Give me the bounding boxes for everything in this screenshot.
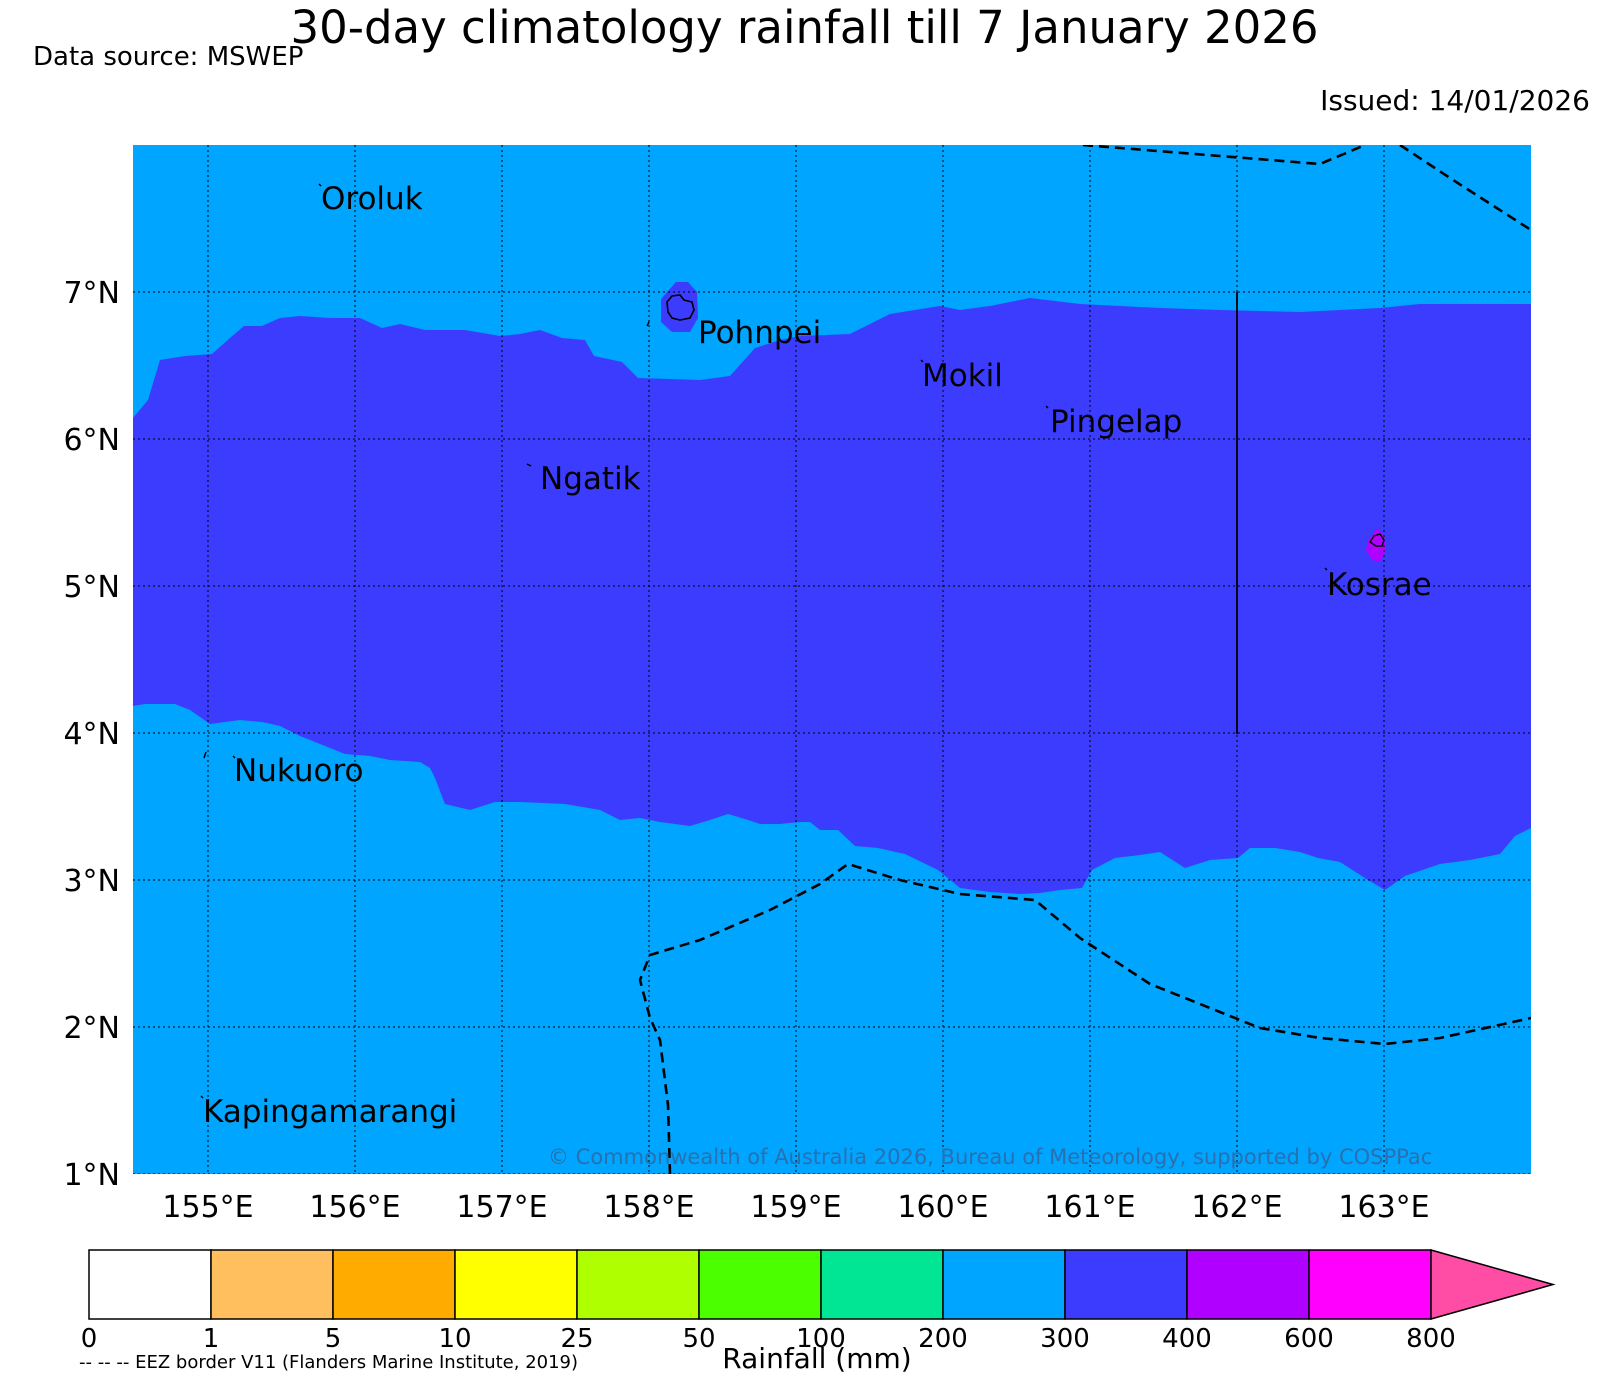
place-label-mokil: Mokil — [922, 358, 1003, 394]
colorbar-swatch — [1186, 1249, 1310, 1320]
lat-tick-label: 2°N — [63, 1011, 120, 1046]
lon-tick-label: 163°E — [1338, 1190, 1429, 1225]
lon-tick-label: 157°E — [456, 1190, 547, 1225]
lat-tick-label: 4°N — [63, 717, 120, 752]
longitude-axis: 155°E 156°E 157°E 158°E 159°E 160°E 161°… — [162, 1190, 1429, 1225]
place-label-ngatik: Ngatik — [540, 461, 641, 497]
lat-tick-label: 6°N — [63, 423, 120, 458]
issued-date: Issued: 14/01/2026 — [1320, 84, 1590, 117]
colorbar-swatch — [1064, 1249, 1188, 1320]
data-source-label: Data source: MSWEP — [33, 42, 304, 72]
place-label-oroluk: Oroluk — [321, 181, 423, 217]
lon-tick-label: 162°E — [1191, 1190, 1282, 1225]
colorbar-extend-arrow — [1430, 1249, 1556, 1320]
colorbar-tick-label: 50 — [682, 1324, 715, 1354]
graticule — [133, 145, 1531, 1174]
colorbar-tick-label: 200 — [918, 1324, 968, 1354]
pohnpei-rain-cell — [661, 282, 698, 332]
map-title: 30-day climatology rainfall till 7 Janua… — [290, 1, 1319, 54]
pohnpei-coastline — [666, 294, 695, 321]
colorbar-swatch — [332, 1249, 456, 1320]
copyright-notice: © Commonwealth of Australia 2026, Bureau… — [548, 1145, 1432, 1169]
colorbar-tick-label: 800 — [1406, 1324, 1456, 1354]
colorbar-swatch — [698, 1249, 822, 1320]
place-label-pingelap: Pingelap — [1050, 404, 1182, 440]
place-label-kosrae: Kosrae — [1327, 567, 1432, 603]
colorbar-tick-label: 300 — [1040, 1324, 1090, 1354]
colorbar-swatch — [454, 1249, 578, 1320]
lon-tick-label: 155°E — [162, 1190, 253, 1225]
colorbar-tick-label: 600 — [1284, 1324, 1334, 1354]
colorbar-swatch — [210, 1249, 334, 1320]
eez-legend-note: -- -- -- EEZ border V11 (Flanders Marine… — [79, 1352, 578, 1373]
lon-tick-label: 158°E — [603, 1190, 694, 1225]
colorbar-tick-label: 400 — [1162, 1324, 1212, 1354]
lon-tick-label: 161°E — [1044, 1190, 1135, 1225]
colorbar-tick-label: 0 — [81, 1324, 98, 1354]
lon-tick-label: 159°E — [750, 1190, 841, 1225]
lon-tick-label: 156°E — [309, 1190, 400, 1225]
colorbar: 0 1 5 10 25 50 100 200 300 400 600 800 — [81, 1249, 1556, 1354]
island-markers — [200, 183, 1328, 1099]
place-label-pohnpei: Pohnpei — [698, 315, 821, 351]
colorbar-tick-label: 100 — [796, 1324, 846, 1354]
lat-tick-label: 1°N — [63, 1158, 120, 1193]
colorbar-swatch — [576, 1249, 700, 1320]
rainfall-band-300-400 — [133, 298, 1531, 894]
place-label-kapingamarangi: Kapingamarangi — [203, 1094, 457, 1130]
latitude-axis: 7°N 6°N 5°N 4°N 3°N 2°N 1°N — [63, 276, 120, 1193]
lat-tick-label: 7°N — [63, 276, 120, 311]
colorbar-swatch — [88, 1249, 212, 1320]
colorbar-swatch — [1308, 1249, 1432, 1320]
place-label-nukuoro: Nukuoro — [234, 753, 363, 789]
colorbar-tick-label: 25 — [560, 1324, 593, 1354]
lat-tick-label: 5°N — [63, 570, 120, 605]
lon-tick-label: 160°E — [897, 1190, 988, 1225]
colorbar-tick-label: 5 — [325, 1324, 342, 1354]
lat-tick-label: 3°N — [63, 864, 120, 899]
colorbar-swatch — [942, 1249, 1066, 1320]
colorbar-tick-label: 10 — [438, 1324, 471, 1354]
colorbar-swatch — [820, 1249, 944, 1320]
colorbar-tick-label: 1 — [203, 1324, 220, 1354]
colorbar-label: Rainfall (mm) — [722, 1342, 911, 1375]
map-area: Oroluk Pohnpei Mokil Pingelap Ngatik Kos… — [133, 145, 1531, 1174]
